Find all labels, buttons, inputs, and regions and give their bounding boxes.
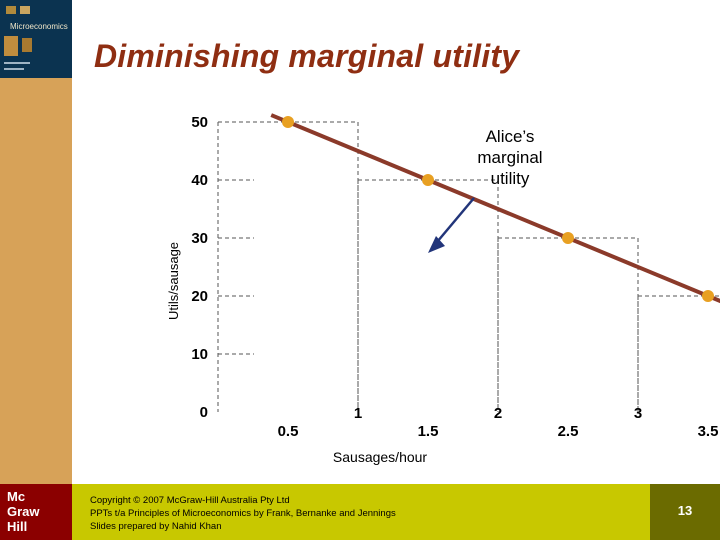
data-point [702,290,714,302]
grid-lines [217,121,720,412]
data-point [562,232,574,244]
cover-tile [6,6,16,14]
y-tick-label: 20 [191,288,208,305]
data-point [422,174,434,186]
page-number-box: 13 [650,484,720,540]
y-tick-label: 40 [191,172,208,189]
mcgraw-hill-logo: Mc Graw Hill [0,484,72,540]
x-axis-label: Sausages/hour [333,449,428,465]
y-tick-label: 30 [191,230,208,247]
cover-line [4,68,24,70]
footer-bar [0,484,720,540]
arrow-head [428,236,445,253]
y-tick-label: 10 [191,346,208,363]
logo-text: Mc Graw Hill [7,489,67,534]
book-cover-thumbnail: Microeconomics [0,0,72,78]
data-point [282,116,294,128]
cover-tile [4,36,18,56]
annotation-arrow [428,197,475,253]
logo-line: Graw [7,504,40,519]
logo-line: Mc [7,489,26,504]
logo-line: Hill [7,519,28,534]
cover-tile [20,6,30,14]
x-tick-label: 3.5 [698,423,719,440]
copyright-line: PPTs t/a Principles of Microeconomics by… [90,508,396,519]
x-tick-label: 3 [634,405,642,422]
annotation-line: marginal [477,148,542,167]
x-tick-label: 2.5 [558,423,579,440]
copyright-line: Copyright © 2007 McGraw-Hill Australia P… [90,495,290,506]
x-tick-label: 2 [494,405,502,422]
y-tick-label: 0 [200,404,208,421]
book-title: Microeconomics [10,22,68,31]
series-marginal-utility [270,113,720,304]
copyright-notice: Copyright © 2007 McGraw-Hill Australia P… [90,494,396,533]
x-tick-label: 1.5 [418,423,439,440]
x-tick-label: 1 [354,405,362,422]
cover-line [4,62,30,64]
annotation-line: Alice’s [486,127,535,146]
copyright-line: Slides prepared by Nahid Khan [90,521,222,532]
y-axis-label: Utils/sausage [166,242,181,320]
x-tick-label: 0.5 [278,423,299,440]
page-number: 13 [677,503,693,518]
slide-title: Diminishing marginal utility [94,38,520,74]
left-decor-strip [0,0,72,484]
annotation-alice-marginal-utility: Alice’s marginal utility [477,127,542,188]
annotation-line: utility [491,169,530,188]
y-tick-label: 50 [191,114,208,131]
cover-tile [22,38,32,52]
